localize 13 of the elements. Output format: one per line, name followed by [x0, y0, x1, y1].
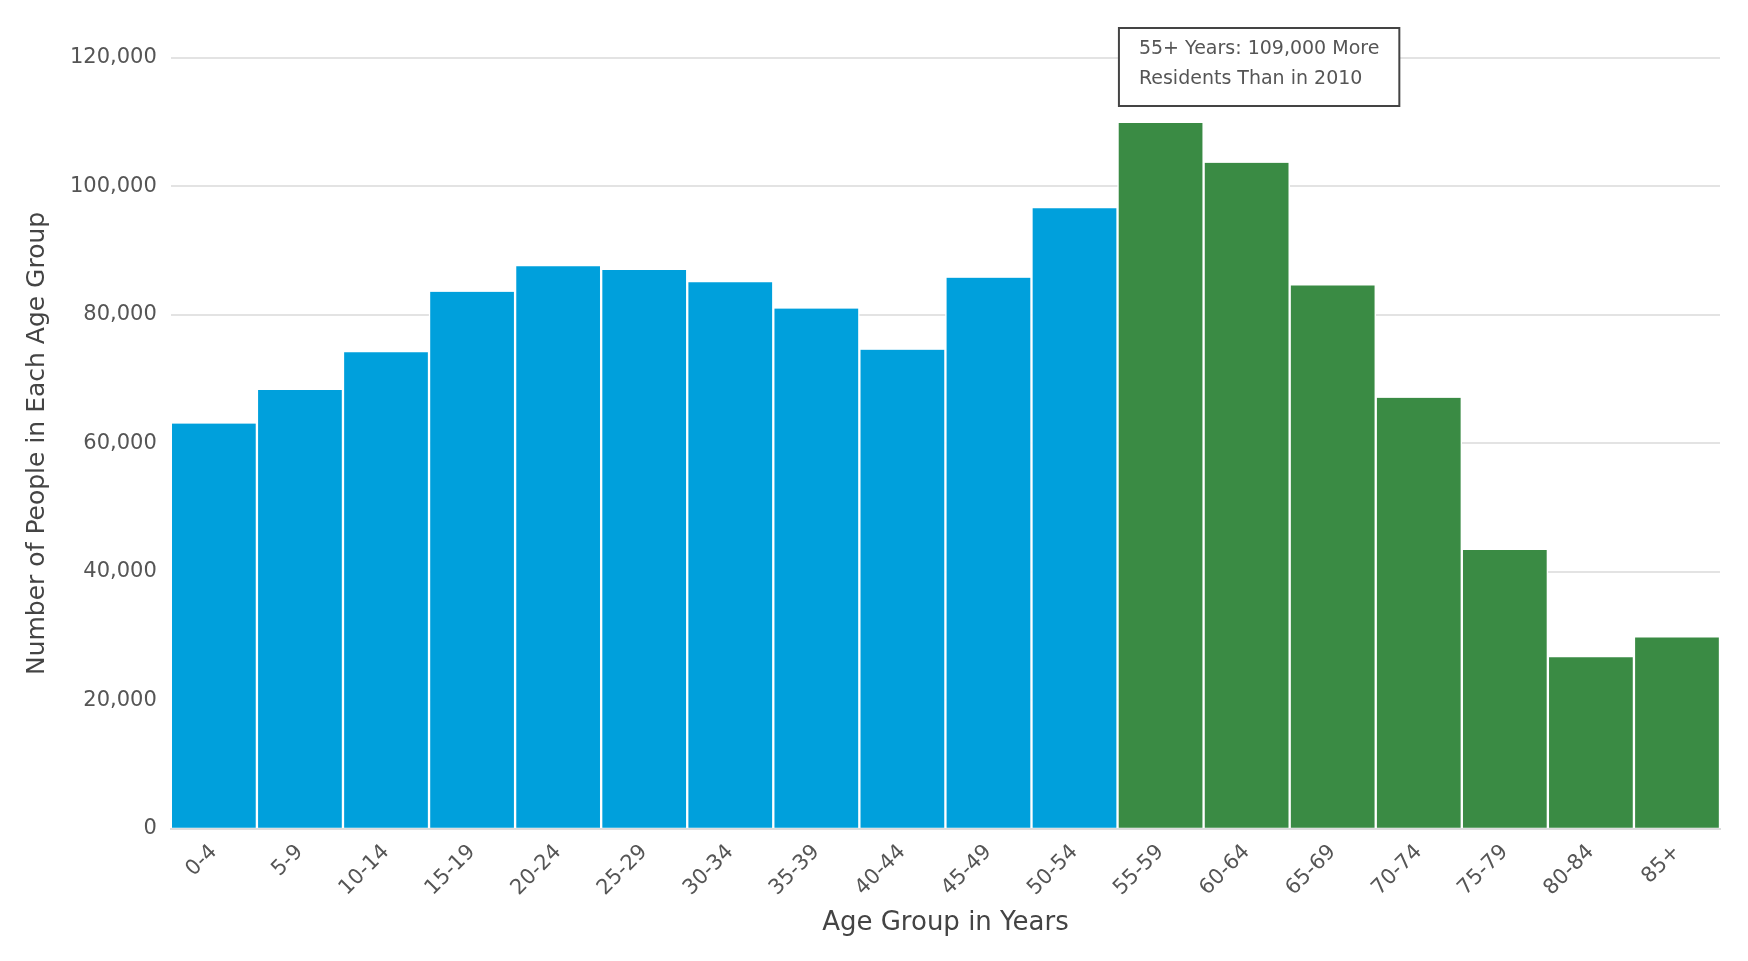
x-tick-label: 0-4 [180, 839, 222, 881]
y-tick-label: 0 [143, 815, 157, 840]
y-tick-label: 80,000 [83, 301, 157, 326]
y-tick-label: 60,000 [83, 429, 157, 454]
x-axis-title: Age Group in Years [822, 906, 1069, 937]
y-tick-label: 100,000 [70, 172, 157, 197]
y-tick-label: 120,000 [70, 44, 157, 69]
y-tick-label: 20,000 [83, 686, 157, 711]
x-tick-label: 85+ [1636, 839, 1685, 888]
y-tick-label: 40,000 [83, 558, 157, 583]
annotation: 55+ Years: 109,000 More Residents Than in 2010 [1138, 36, 1380, 89]
x-tick-label: 5-9 [266, 839, 308, 881]
y-axis-title: Number of People in Each Age Group [20, 211, 50, 676]
